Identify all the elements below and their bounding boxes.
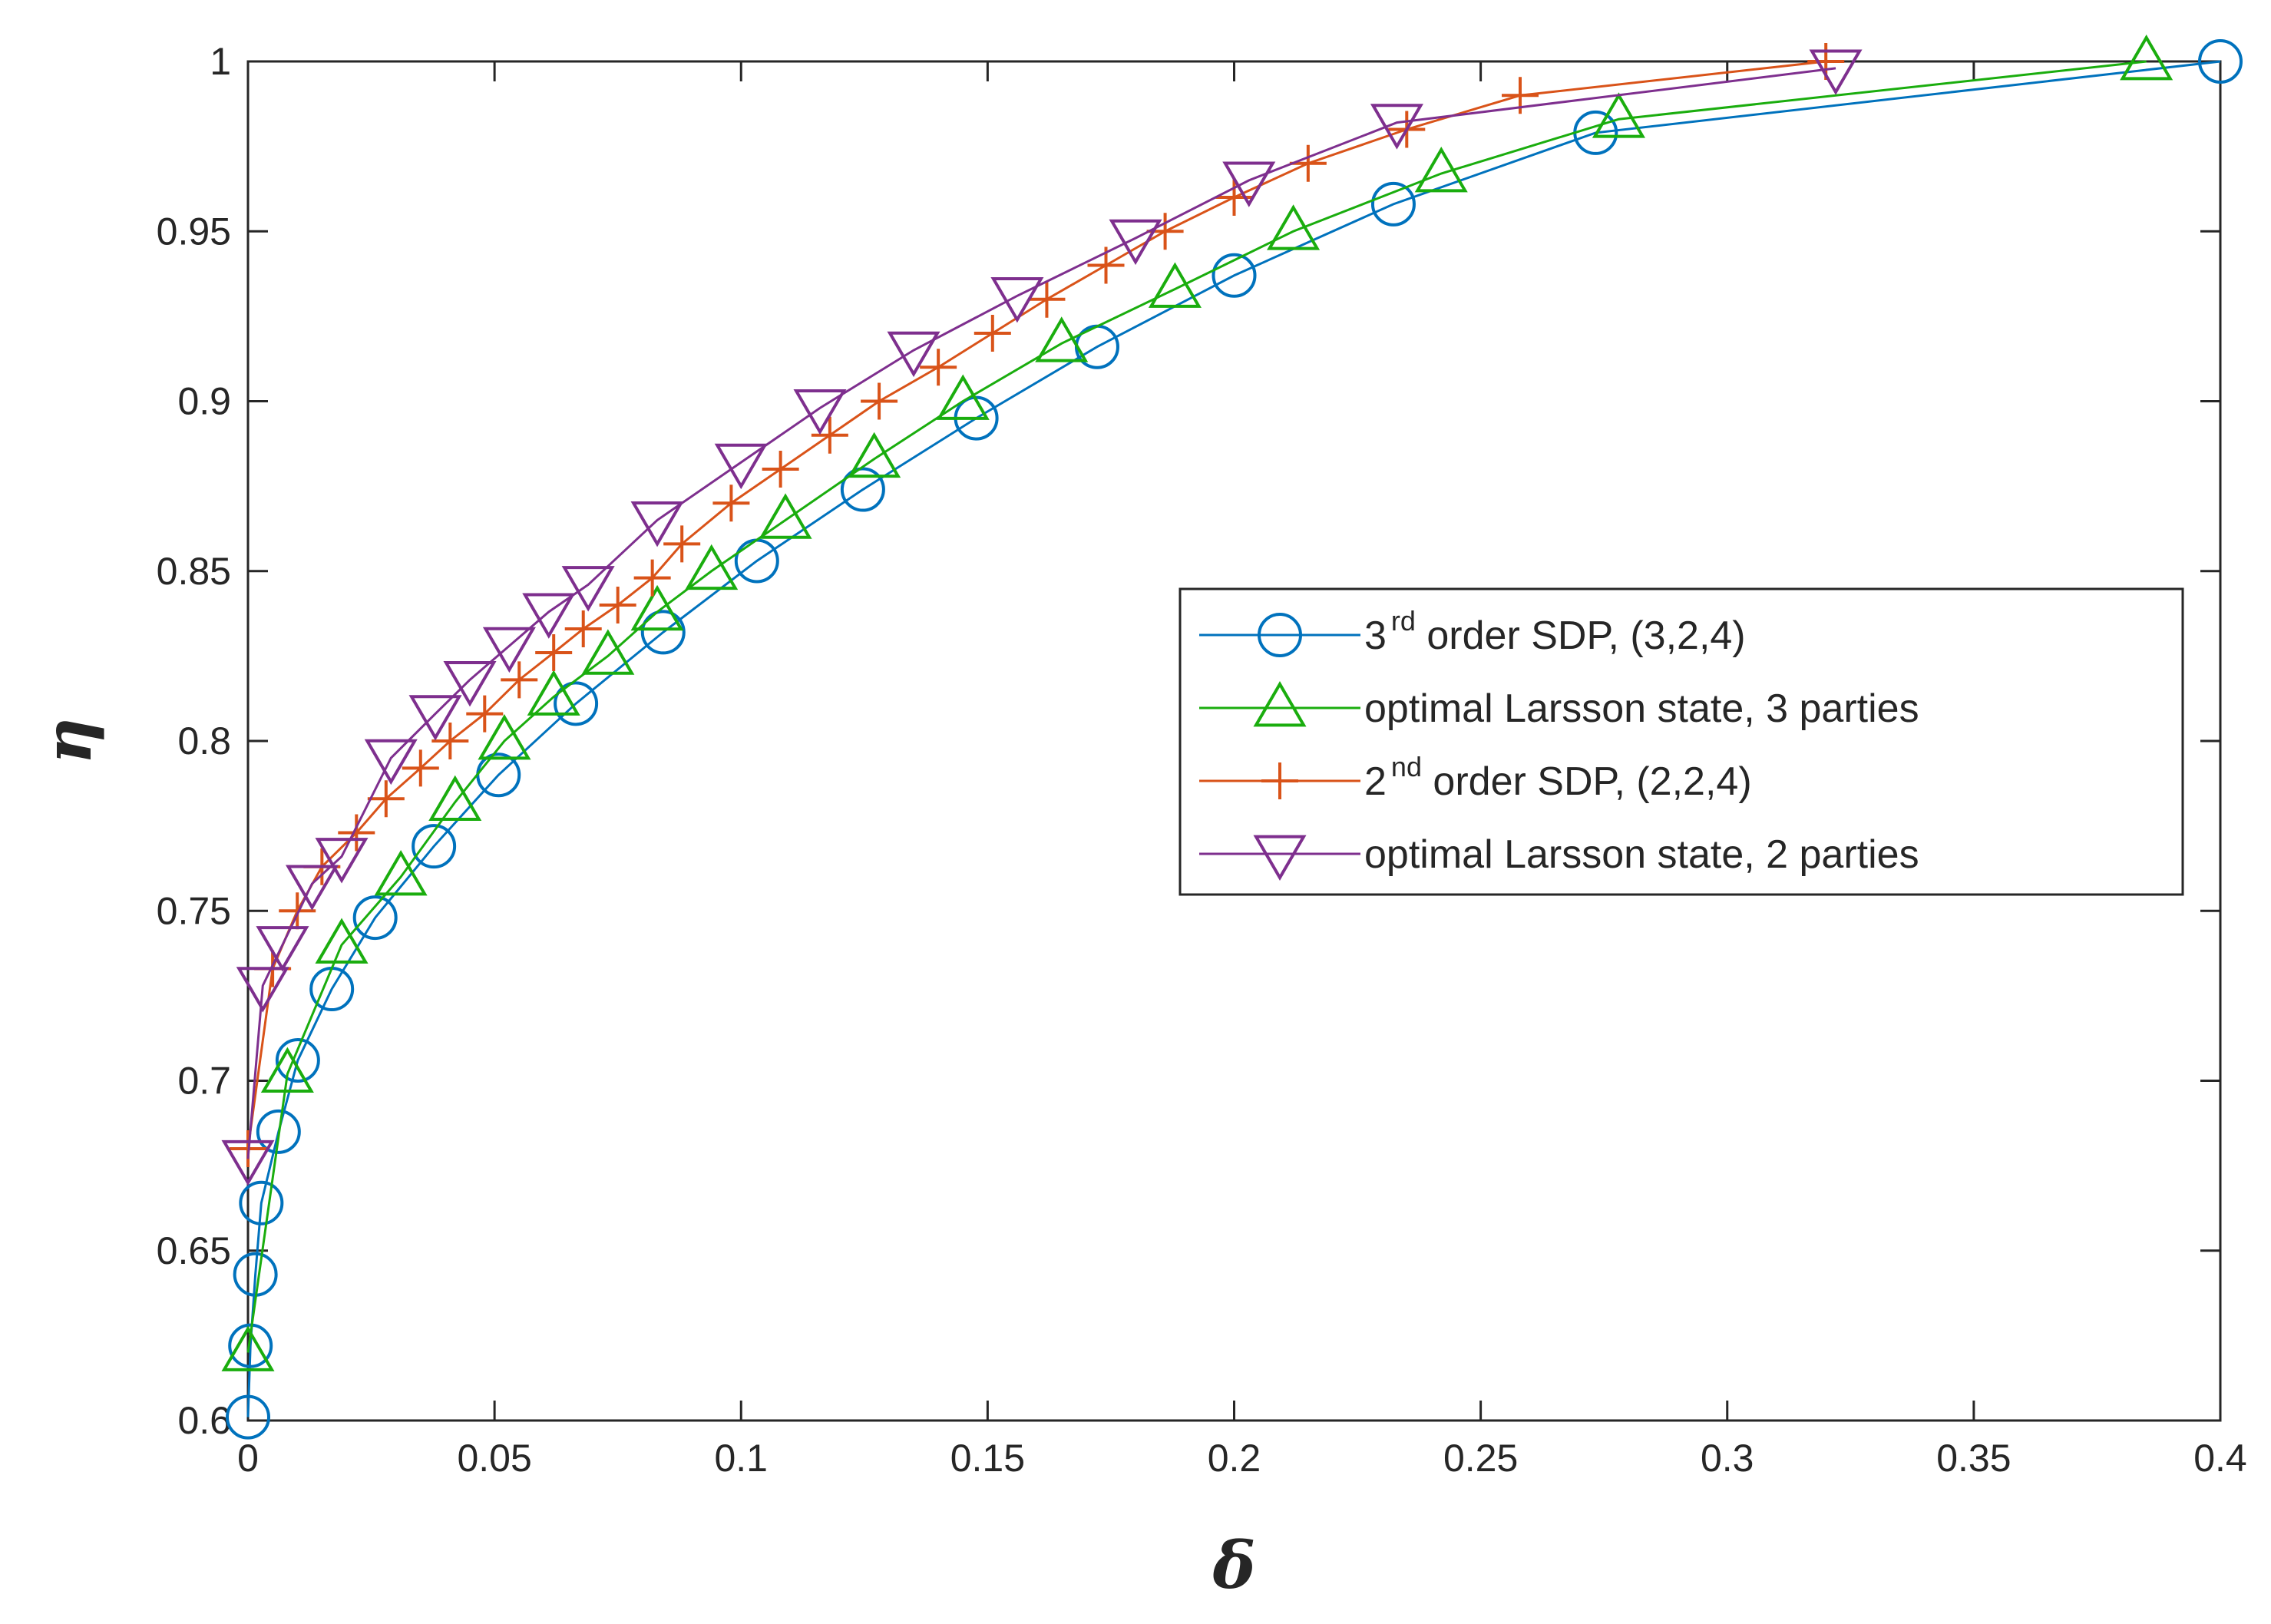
y-tick-label: 0.6 <box>177 1399 231 1442</box>
x-tick-label: 0 <box>237 1437 259 1480</box>
y-tick-label: 0.8 <box>177 719 231 762</box>
y-tick-label: 0.95 <box>157 210 231 253</box>
y-tick-label: 0.75 <box>157 889 231 932</box>
x-tick-label: 0.05 <box>457 1437 531 1480</box>
y-tick-label: 1 <box>210 40 231 83</box>
x-tick-label: 0.25 <box>1443 1437 1518 1480</box>
line-chart: 0 0.05 0.1 0.15 0.2 0.25 0.3 0.35 0.4 0.6 0.65 0.7 0… <box>0 0 2271 1624</box>
y-tick-label: 0.9 <box>177 380 231 423</box>
x-axis-label: δ <box>1212 1527 1255 1603</box>
x-tick-label: 0.35 <box>1936 1437 2011 1480</box>
legend-label: optimal Larsson state, 3 parties <box>1364 686 1919 731</box>
x-tick-label: 0.15 <box>950 1437 1025 1480</box>
y-tick-label: 0.7 <box>177 1060 231 1103</box>
y-tick-label: 0.65 <box>157 1229 231 1272</box>
x-tick-label: 0.1 <box>714 1437 768 1480</box>
y-axis-label: η <box>30 717 106 764</box>
x-tick-label: 0.3 <box>1701 1437 1754 1480</box>
y-tick-label: 0.85 <box>157 550 231 593</box>
x-tick-label: 0.2 <box>1208 1437 1261 1480</box>
legend-label: optimal Larsson state, 2 parties <box>1364 832 1919 877</box>
x-tick-label: 0.4 <box>2193 1437 2247 1480</box>
